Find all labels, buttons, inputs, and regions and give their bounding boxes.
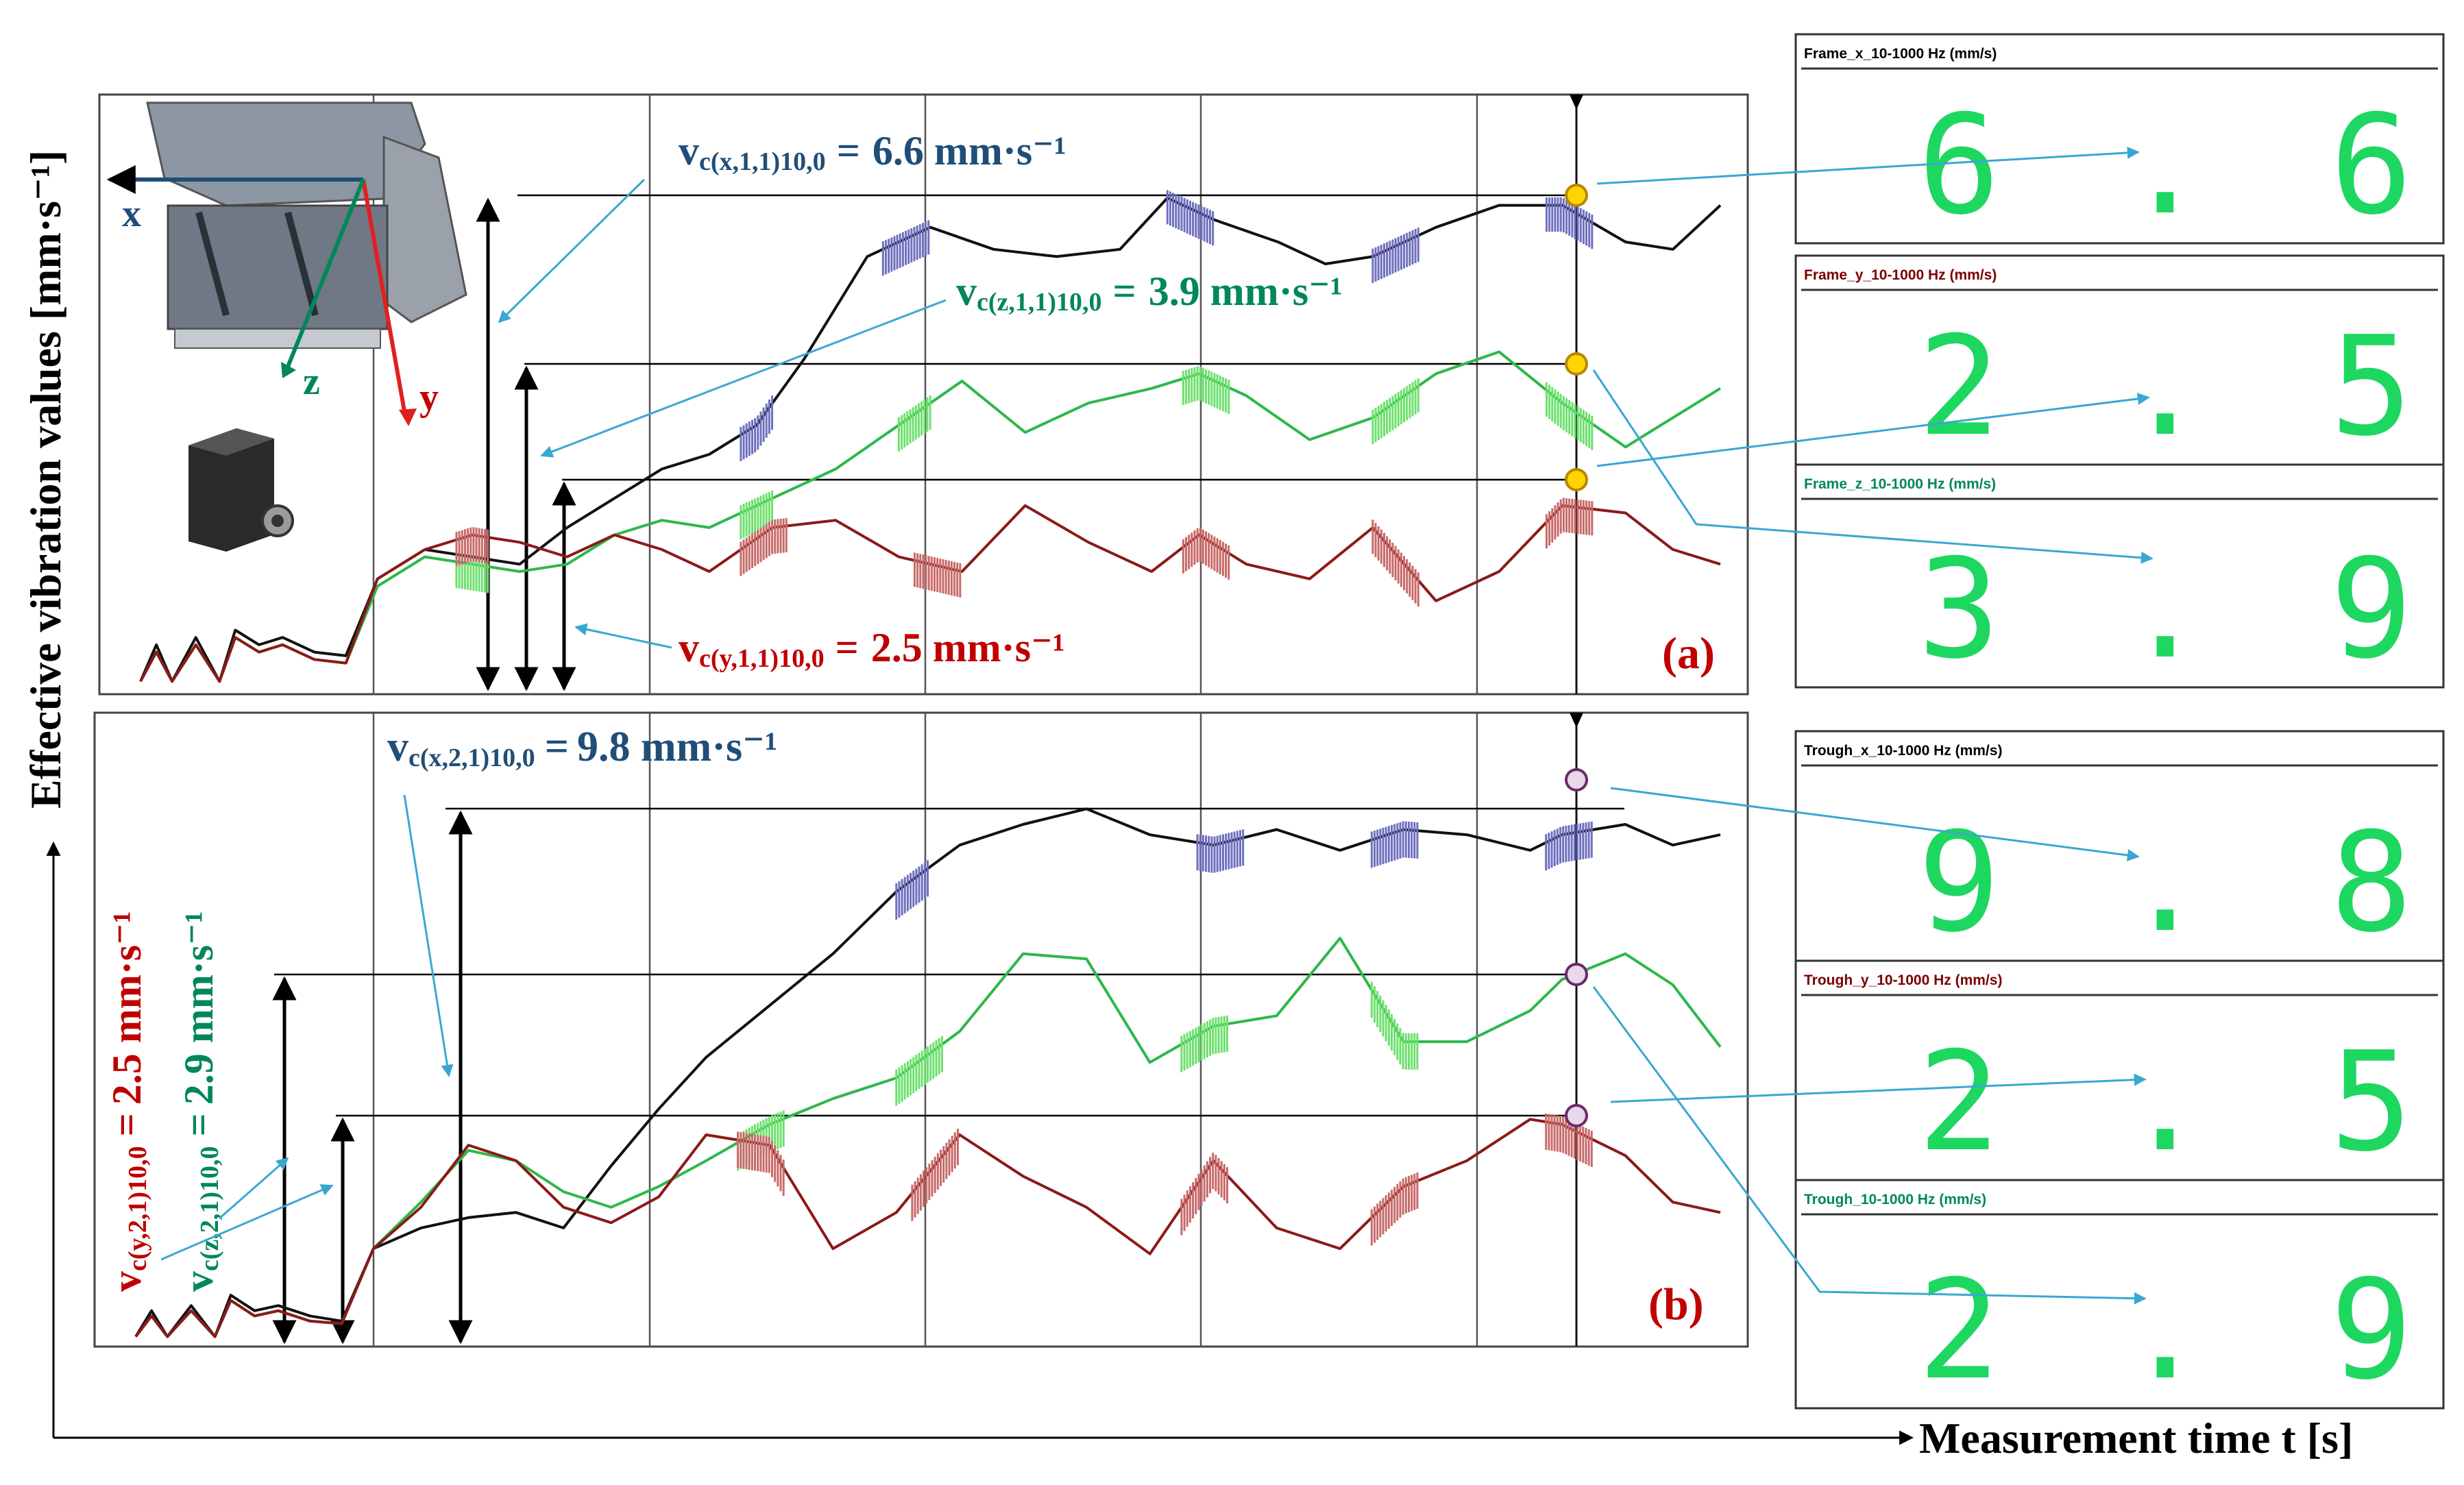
- panel-b-leader-y: [219, 1157, 289, 1220]
- digital-displays: Frame_x_10-1000 Hz (mm/s)6 . 6Frame_y_10…: [1794, 33, 2445, 1410]
- panel-b-cursor-head: [1570, 713, 1583, 728]
- panel-a-leader-x: [498, 178, 646, 323]
- panel-a-cursor-head: [1570, 95, 1583, 110]
- panel-b-series-y: [134, 1118, 1721, 1338]
- panel-a-series-y-hatch-2: [740, 517, 788, 576]
- panel-a: x y z vc(x,1,1)10,0 = 6.6 mm·s⁻¹ vc(z,1,1)…: [98, 93, 1749, 696]
- display-leaders: [1592, 146, 2154, 1305]
- display-value: 9 . 8: [1918, 803, 2433, 963]
- axis-label-y: y: [419, 376, 439, 419]
- panel-a-series-z-hatch-5: [1371, 378, 1419, 445]
- panel-a-annotation-z: vc(z,1,1)10,0 = 3.9 mm·s⁻¹: [956, 269, 1343, 317]
- panel-a-annotation-x: vc(x,1,1)10,0 = 6.6 mm·s⁻¹: [679, 128, 1066, 176]
- display-leader-6: [1610, 1073, 2147, 1103]
- panel-a-leader-y: [574, 623, 672, 649]
- axis-label-z: z: [303, 360, 320, 403]
- display-title: Frame_x_10-1000 Hz (mm/s): [1804, 46, 1997, 62]
- panel-b-marker-z: [1565, 963, 1588, 986]
- panel-b-marker-y: [1565, 1104, 1588, 1127]
- panel-a-series-x-hatch-2: [881, 220, 930, 276]
- panel-b-series-x: [134, 807, 1721, 1338]
- panel-b-series-x-hatch-2: [1196, 829, 1245, 873]
- display-leader-3: [1596, 393, 2150, 467]
- panel-a-series-y-hatch-1: [455, 527, 489, 567]
- panel-a-series-x-hatch-3: [1166, 190, 1215, 246]
- panel-b-series-x-hatch-4: [1545, 821, 1593, 871]
- display-leader-2: [1592, 369, 2154, 564]
- panel-a-series-x-hatch-5: [1545, 197, 1594, 249]
- display-title: Frame_y_10-1000 Hz (mm/s): [1804, 267, 1997, 283]
- panel-b-markers: [1565, 768, 1588, 1127]
- panel-a-series-y-hatch-4: [1182, 528, 1230, 580]
- panel-a-marker-x: [1565, 184, 1588, 207]
- panel-b-marker-x: [1565, 768, 1588, 791]
- display-leader-4: [1610, 787, 2140, 861]
- panel-a-marker-y: [1565, 468, 1588, 491]
- panel-a-markers: [1565, 184, 1588, 491]
- y-axis-label: Effective vibration values [mm·s⁻¹]: [21, 150, 70, 809]
- panel-b-grid: [372, 713, 1478, 1347]
- panel-a-tag: (a): [1662, 628, 1715, 678]
- x-axis-label: Measurement time t [s]: [1919, 1414, 2353, 1462]
- panel-a-series-z-hatch-2: [740, 490, 774, 539]
- panel-b-annotation-y: vc(y,2,1)10,0=2.5 mm·s⁻¹: [104, 911, 152, 1292]
- panel-b-series: [134, 807, 1722, 1338]
- display-title: Frame_z_10-1000 Hz (mm/s): [1804, 476, 1996, 492]
- panel-b-annotation-z: vc(z,2,1)10,0=2.9 mm·s⁻¹: [176, 911, 224, 1292]
- display-title: Trough_10-1000 Hz (mm/s): [1804, 1192, 1986, 1207]
- display-title: Trough_x_10-1000 Hz (mm/s): [1804, 743, 2002, 759]
- display-b-2: Trough_y_10-1000 Hz (mm/s) 2 . 5: [1794, 959, 2445, 1182]
- panel-a-leader-z: [540, 299, 947, 458]
- panel-a-annotation-y: vc(y,1,1)10,0 = 2.5 mm·s⁻¹: [679, 625, 1065, 673]
- panel-b-annotation-x: vc(x,2,1)10,0 = 9.8 mm·s⁻¹: [387, 724, 777, 772]
- panel-b-series-y-hatch-1: [737, 1131, 785, 1196]
- panel-a-series-y-hatch-5: [1371, 519, 1419, 607]
- vibratory-feeder-icon: [146, 101, 467, 349]
- panel-a-marker-z: [1565, 352, 1588, 376]
- panel-a-series: [139, 190, 1722, 683]
- display-box: [1794, 463, 2445, 689]
- display-value: 2 . 5: [1918, 307, 2433, 467]
- panel-a-series-z-hatch-3: [897, 395, 931, 452]
- panel-b-series-z-hatch-3: [1180, 1015, 1229, 1072]
- panel-a-series-y-hatch-6: [1545, 498, 1594, 549]
- panel-b-series-x-hatch-1: [895, 860, 929, 920]
- display-b-3: Trough_10-1000 Hz (mm/s) 2 . 9: [1794, 1179, 2445, 1410]
- panel-a-series-x-hatch-4: [1371, 228, 1419, 283]
- panel-a-series-z-hatch-6: [1545, 382, 1594, 450]
- display-value: 2 . 9: [1918, 1251, 2433, 1410]
- panel-b-series-z-hatch-4: [1370, 981, 1419, 1070]
- panel-b-leader-x: [403, 794, 454, 1077]
- panel-b-series-z-hatch-2: [895, 1035, 943, 1106]
- panel-a-series-x-hatch-1: [740, 395, 774, 461]
- panel-a-series-z-hatch-4: [1182, 366, 1230, 415]
- panel-b-series-x-hatch-3: [1370, 821, 1419, 868]
- display-b-1: Trough_x_10-1000 Hz (mm/s) 9 . 8: [1794, 730, 2445, 963]
- panel-a-series-y-hatch-3: [913, 552, 962, 598]
- panel-b-tag: (b): [1648, 1279, 1704, 1329]
- display-leader-5: [1592, 986, 2147, 1305]
- display-a-3: Frame_z_10-1000 Hz (mm/s) 3 . 9: [1794, 463, 2445, 689]
- panel-b: vc(x,2,1)10,0 = 9.8 mm·s⁻¹ vc(y,2,1)10,0=2…: [93, 711, 1749, 1348]
- display-value: 3 . 9: [1918, 530, 2433, 689]
- panel-b-series-y-hatch-2: [911, 1129, 959, 1221]
- axis-label-x: x: [122, 193, 141, 235]
- panel-b-frame: [93, 711, 1749, 1348]
- panel-b-series-y-hatch-3: [1180, 1153, 1229, 1236]
- display-leader-1: [1596, 146, 2140, 185]
- panel-b-series-y-hatch-5: [1545, 1113, 1593, 1167]
- panel-a-series-y: [139, 504, 1721, 683]
- display-title: Trough_y_10-1000 Hz (mm/s): [1804, 972, 2002, 988]
- display-value: 2 . 5: [1918, 1022, 2433, 1182]
- display-a-2: Frame_y_10-1000 Hz (mm/s) 2 . 5: [1794, 254, 2445, 467]
- panel-b-series-y-hatch-4: [1370, 1172, 1419, 1246]
- display-value: 6 . 6: [1918, 86, 2433, 245]
- display-box: [1794, 730, 2445, 962]
- panel-b-leader-z: [160, 1184, 334, 1261]
- coordinate-axes-icon: [106, 165, 417, 426]
- accelerometer-sensor-icon: [188, 428, 294, 552]
- display-a-1: Frame_x_10-1000 Hz (mm/s) 6 . 6: [1794, 33, 2445, 245]
